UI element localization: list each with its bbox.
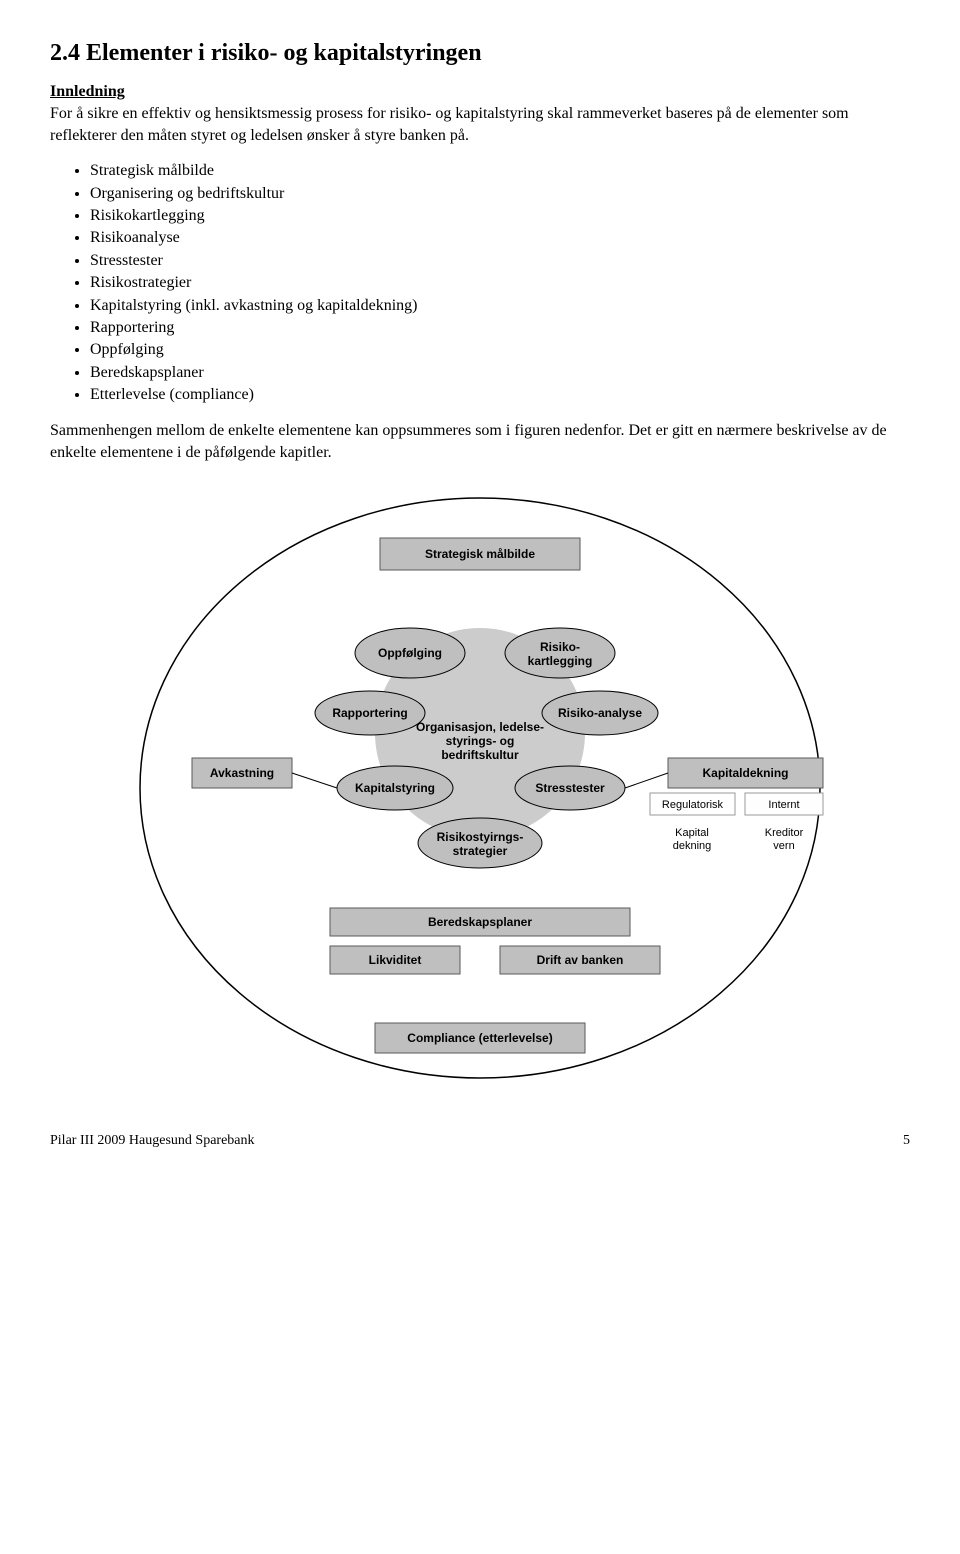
- svg-text:Beredskapsplaner: Beredskapsplaner: [428, 915, 532, 929]
- svg-text:Kapital: Kapital: [675, 827, 709, 839]
- page-footer: Pilar III 2009 Haugesund Sparebank 5: [50, 1133, 910, 1149]
- svg-text:Oppfølging: Oppfølging: [378, 646, 442, 660]
- list-item: Organisering og bedriftskultur: [90, 183, 910, 205]
- list-item: Risikoanalyse: [90, 227, 910, 249]
- svg-text:Internt: Internt: [768, 799, 799, 811]
- intro-paragraph: For å sikre en effektiv og hensiktsmessi…: [50, 103, 910, 146]
- svg-text:dekning: dekning: [673, 840, 712, 852]
- svg-text:Kapitalstyring: Kapitalstyring: [355, 781, 435, 795]
- svg-text:kartlegging: kartlegging: [528, 654, 593, 668]
- svg-text:Drift av banken: Drift av banken: [537, 953, 624, 967]
- diagram: Organisasjon, ledelse-styrings- ogbedrif…: [130, 478, 830, 1093]
- intro-heading: Innledning: [50, 83, 910, 101]
- svg-text:Kapitaldekning: Kapitaldekning: [702, 766, 788, 780]
- svg-text:vern: vern: [773, 840, 794, 852]
- list-item: Strategisk målbilde: [90, 160, 910, 182]
- svg-text:Compliance (etterlevelse): Compliance (etterlevelse): [407, 1031, 552, 1045]
- section-title: 2.4 Elementer i risiko- og kapitalstyrin…: [50, 40, 910, 67]
- svg-text:Regulatorisk: Regulatorisk: [662, 799, 724, 811]
- svg-text:Organisasjon, ledelse-: Organisasjon, ledelse-: [416, 720, 544, 734]
- svg-text:Avkastning: Avkastning: [210, 766, 274, 780]
- list-item: Beredskapsplaner: [90, 362, 910, 384]
- footer-left: Pilar III 2009 Haugesund Sparebank: [50, 1133, 255, 1149]
- diagram-svg: Organisasjon, ledelse-styrings- ogbedrif…: [130, 478, 830, 1088]
- bullet-list: Strategisk målbilde Organisering og bedr…: [90, 160, 910, 406]
- list-item: Kapitalstyring (inkl. avkastning og kapi…: [90, 295, 910, 317]
- svg-text:Stresstester: Stresstester: [535, 781, 605, 795]
- svg-text:bedriftskultur: bedriftskultur: [441, 748, 519, 762]
- svg-text:Risiko-analyse: Risiko-analyse: [558, 706, 642, 720]
- svg-text:Rapportering: Rapportering: [332, 706, 407, 720]
- list-item: Risikokartlegging: [90, 205, 910, 227]
- svg-text:Strategisk målbilde: Strategisk målbilde: [425, 547, 535, 561]
- list-item: Etterlevelse (compliance): [90, 384, 910, 406]
- list-item: Stresstester: [90, 250, 910, 272]
- list-item: Oppfølging: [90, 339, 910, 361]
- list-item: Risikostrategier: [90, 272, 910, 294]
- svg-text:styrings- og: styrings- og: [446, 734, 515, 748]
- footer-page-number: 5: [903, 1133, 910, 1149]
- svg-text:Likviditet: Likviditet: [369, 953, 422, 967]
- svg-text:Risikostyirngs-: Risikostyirngs-: [437, 830, 524, 844]
- outro-paragraph: Sammenhengen mellom de enkelte elementen…: [50, 420, 910, 463]
- svg-text:Risiko-: Risiko-: [540, 640, 580, 654]
- svg-text:strategier: strategier: [453, 844, 508, 858]
- list-item: Rapportering: [90, 317, 910, 339]
- svg-text:Kreditor: Kreditor: [765, 827, 804, 839]
